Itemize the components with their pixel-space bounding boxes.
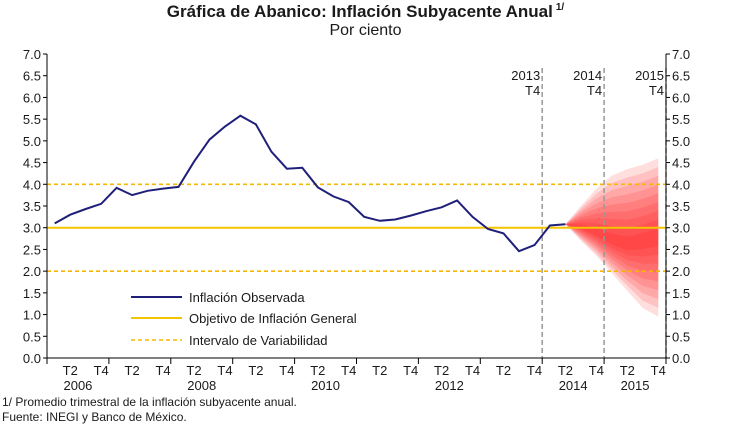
- fan-band-7: [565, 210, 659, 264]
- y-tick-label-right: 5.0: [672, 134, 690, 149]
- separator-quarter-label-3: T4: [649, 83, 664, 98]
- source-note: Fuente: INEGI y Banco de México.: [2, 410, 187, 424]
- y-tick-label-right: 4.5: [672, 156, 690, 171]
- fan-band-8: [565, 219, 659, 257]
- y-tick-label-right: 6.5: [672, 69, 690, 84]
- y-tick-label-right: 5.5: [672, 112, 690, 127]
- x-quarter-label: T4: [279, 363, 294, 378]
- y-tick-label-left: 5.5: [23, 112, 41, 127]
- chart-title: Gráfica de Abanico: Inflación Subyacente…: [0, 2, 731, 22]
- x-quarter-label: T2: [620, 363, 635, 378]
- x-year-label: 2008: [187, 378, 216, 393]
- fan-band-9: [565, 224, 659, 251]
- separator-year-label-1: 2013: [511, 68, 540, 83]
- y-tick-label-left: 1.5: [23, 286, 41, 301]
- x-quarter-label: T4: [217, 363, 232, 378]
- legend-label-target: Objetivo de Inflación General: [189, 311, 357, 326]
- fan-band-3: [565, 175, 659, 300]
- footnote: 1/ Promedio trimestral de la inflación s…: [2, 395, 297, 409]
- legend-label-interval: Intervalo de Variabilidad: [189, 333, 328, 348]
- x-year-label: 2014: [559, 378, 588, 393]
- fan-band-5: [565, 193, 659, 282]
- x-quarter-label: T4: [651, 363, 666, 378]
- y-tick-label-left: 0.0: [23, 351, 41, 366]
- x-quarter-label: T2: [310, 363, 325, 378]
- x-quarter-label: T4: [155, 363, 170, 378]
- x-quarter-label: T4: [341, 363, 356, 378]
- fan-band-6: [565, 202, 659, 273]
- y-tick-label-left: 1.0: [23, 308, 41, 323]
- x-quarter-label: T4: [589, 363, 604, 378]
- y-tick-label-right: 2.0: [672, 264, 690, 279]
- x-year-label: 2006: [63, 378, 92, 393]
- y-tick-label-right: 7.0: [672, 47, 690, 62]
- x-quarter-label: T2: [372, 363, 387, 378]
- y-tick-label-left: 3.5: [23, 199, 41, 214]
- y-tick-label-right: 4.0: [672, 177, 690, 192]
- fan-band-4: [565, 184, 659, 291]
- y-tick-label-left: 5.0: [23, 134, 41, 149]
- y-tick-label-right: 0.5: [672, 329, 690, 344]
- y-tick-label-left: 4.0: [23, 177, 41, 192]
- y-tick-label-left: 6.0: [23, 90, 41, 105]
- y-tick-label-right: 3.0: [672, 221, 690, 236]
- y-tick-label-left: 6.5: [23, 69, 41, 84]
- y-tick-label-left: 0.5: [23, 329, 41, 344]
- title-footnote-mark: 1/: [555, 2, 565, 13]
- legend-label-observed: Inflación Observada: [189, 290, 305, 305]
- x-quarter-label: T2: [186, 363, 201, 378]
- y-tick-label-right: 3.5: [672, 199, 690, 214]
- x-quarter-label: T2: [434, 363, 449, 378]
- y-tick-label-left: 4.5: [23, 156, 41, 171]
- x-year-label: 2012: [435, 378, 464, 393]
- x-year-label: 2015: [621, 378, 650, 393]
- separator-quarter-label-2: T4: [587, 83, 602, 98]
- x-quarter-label: T2: [125, 363, 140, 378]
- y-tick-label-left: 3.0: [23, 221, 41, 236]
- observed-inflation-line: [54, 114, 566, 253]
- separator-year-label-2: 2014: [573, 68, 602, 83]
- fan-band-1: [565, 158, 659, 317]
- y-tick-label-right: 2.5: [672, 242, 690, 257]
- x-quarter-label: T2: [248, 363, 263, 378]
- separator-year-label-3: 2015: [635, 68, 664, 83]
- x-quarter-label: T4: [527, 363, 542, 378]
- x-quarter-label: T4: [94, 363, 109, 378]
- x-quarter-label: T4: [465, 363, 480, 378]
- y-tick-label-left: 7.0: [23, 47, 41, 62]
- x-quarter-label: T4: [403, 363, 418, 378]
- x-quarter-label: T2: [496, 363, 511, 378]
- y-tick-label-right: 1.5: [672, 286, 690, 301]
- y-tick-label-right: 6.0: [672, 90, 690, 105]
- x-quarter-label: T2: [558, 363, 573, 378]
- y-tick-label-left: 2.0: [23, 264, 41, 279]
- x-year-label: 2010: [311, 378, 340, 393]
- y-tick-label-right: 1.0: [672, 308, 690, 323]
- chart-title-text: Gráfica de Abanico: Inflación Subyacente…: [166, 2, 553, 21]
- fan-band-2: [565, 167, 659, 308]
- separator-quarter-label-1: T4: [525, 83, 540, 98]
- y-tick-label-right: 0.0: [672, 351, 690, 366]
- x-quarter-label: T2: [63, 363, 78, 378]
- y-tick-label-left: 2.5: [23, 242, 41, 257]
- chart-subtitle: Por ciento: [329, 22, 402, 39]
